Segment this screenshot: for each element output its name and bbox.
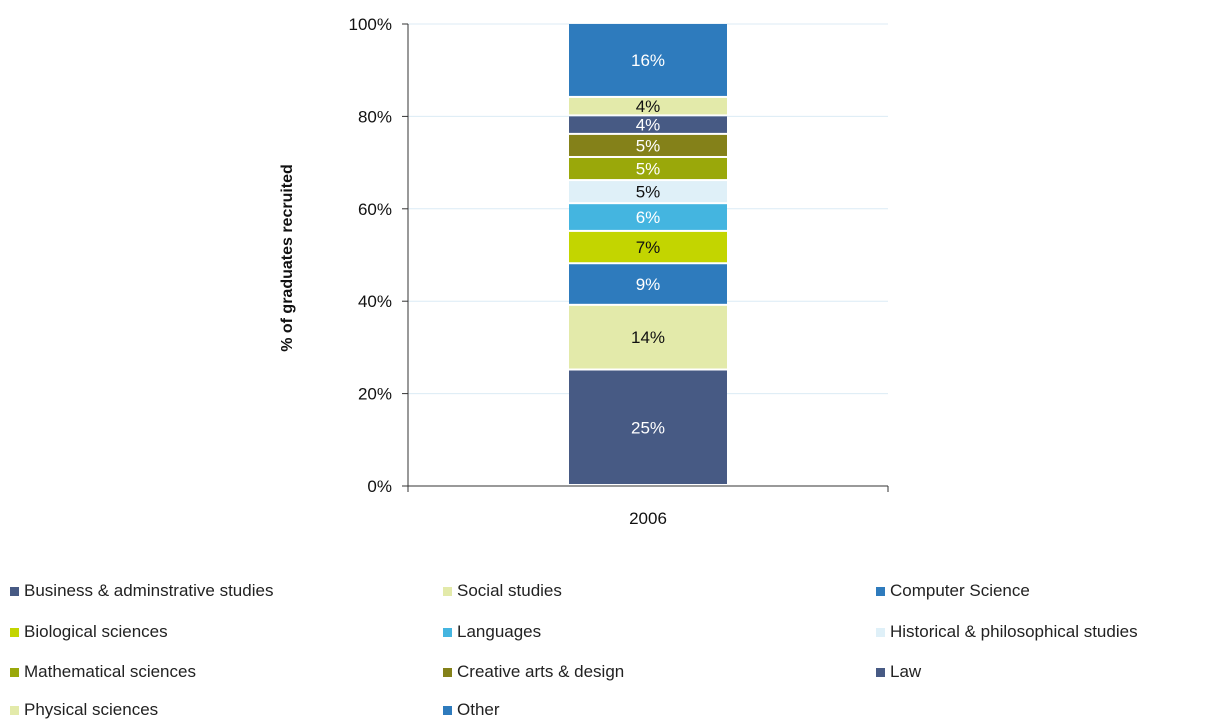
axes: 0% 20% 40% 60% 80% 100% 2006 — [349, 15, 889, 528]
data-label: 7% — [636, 238, 661, 257]
y-tick-label: 60% — [358, 200, 392, 219]
data-label: 9% — [636, 275, 661, 294]
data-label: 16% — [631, 51, 665, 70]
bar-segment — [569, 116, 727, 133]
bar-segment — [569, 204, 727, 230]
bar-segment — [569, 134, 727, 156]
bar-segment — [569, 24, 727, 96]
y-tick-label: 40% — [358, 292, 392, 311]
bar-segment — [569, 157, 727, 180]
bar-segment — [569, 231, 727, 263]
data-label: 14% — [631, 328, 665, 347]
data-label: 5% — [636, 136, 661, 155]
bar-segment — [569, 370, 727, 484]
bar-segment — [569, 264, 727, 304]
bar-segment — [569, 305, 727, 369]
y-tick-label: 100% — [349, 15, 392, 34]
y-tick-label: 80% — [358, 107, 392, 126]
data-label: 6% — [636, 208, 661, 227]
bars: 25%14%9%7%6%5%5%5%4%4%16% — [569, 24, 727, 484]
data-label: 5% — [636, 160, 661, 179]
x-tick-label: 2006 — [629, 509, 667, 528]
data-label: 4% — [636, 116, 661, 135]
bar-segment — [569, 181, 727, 203]
y-tick-label: 0% — [367, 477, 392, 496]
data-label: 5% — [636, 183, 661, 202]
data-label: 25% — [631, 418, 665, 437]
y-axis-label: % of graduates recruited — [279, 164, 296, 352]
data-label: 4% — [636, 97, 661, 116]
y-tick-label: 20% — [358, 385, 392, 404]
bar-segment — [569, 97, 727, 115]
